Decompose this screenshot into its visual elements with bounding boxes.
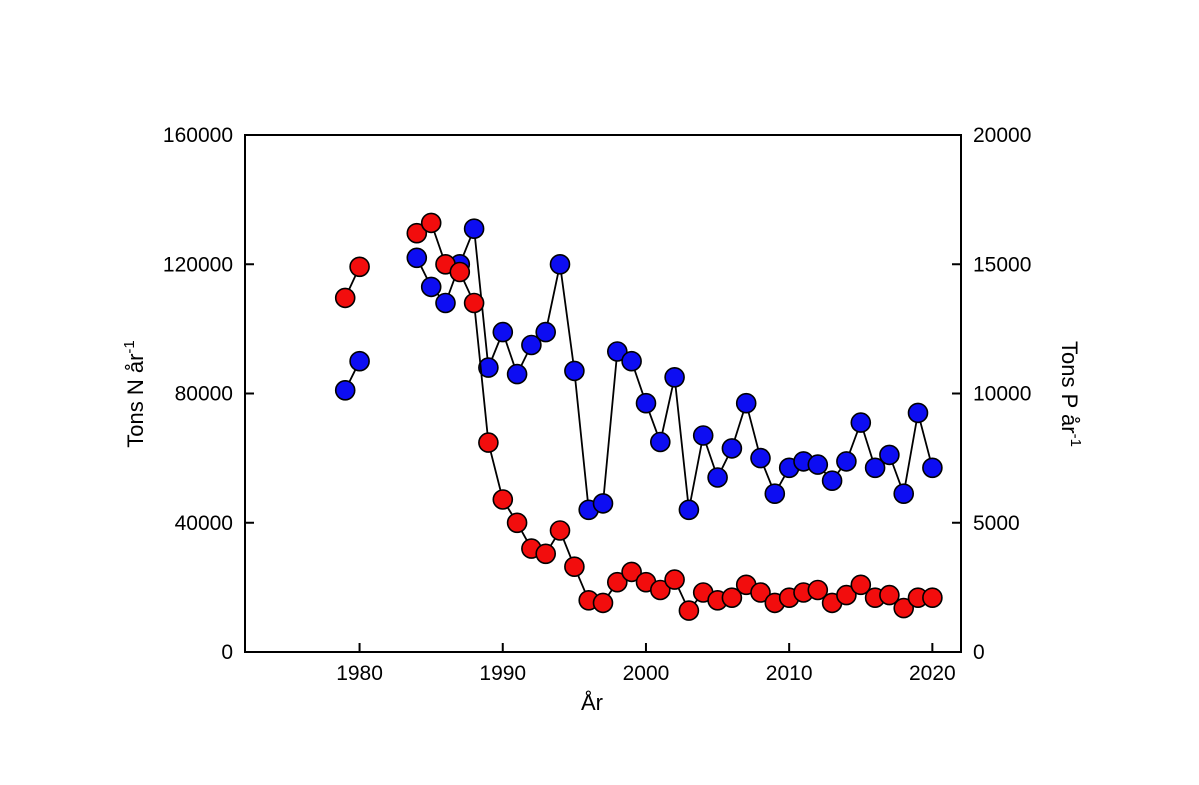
right-axis-tick-label: 20000	[973, 124, 1031, 147]
phosphorus-marker	[564, 556, 585, 578]
phosphorus-marker	[750, 582, 771, 603]
left-axis-tick-label: 160000	[163, 124, 233, 147]
phosphorus-marker	[649, 579, 671, 601]
left-axis-tick-label: 40000	[175, 512, 233, 535]
phosphorus-marker	[406, 222, 428, 244]
nitrogen-marker	[521, 334, 542, 356]
phosphorus-marker	[592, 592, 614, 614]
nitrogen-marker	[821, 470, 843, 492]
nitrogen-marker	[922, 457, 943, 479]
phosphorus-marker	[349, 256, 370, 278]
nitrogen-marker	[836, 451, 857, 472]
left-axis-tick-label: 120000	[163, 253, 233, 276]
nitrogen-marker	[735, 392, 757, 414]
nitrogen-marker	[564, 360, 585, 382]
left-axis-tick-label: 0	[221, 641, 233, 664]
phosphorus-marker	[721, 587, 743, 609]
nitrogen-marker	[463, 218, 485, 239]
x-axis-tick-label: 2010	[766, 662, 813, 685]
nitrogen-marker	[764, 483, 786, 505]
left-axis-title: Tons N år-1	[121, 340, 148, 448]
left-axis-tick-label: 80000	[175, 383, 233, 406]
right-axis-title: Tons P år-1	[1057, 341, 1084, 447]
nitrogen-marker	[406, 247, 428, 269]
phosphorus-marker	[478, 432, 499, 453]
phosphorus-marker	[506, 512, 528, 534]
phosphorus-marker	[836, 584, 857, 606]
nitrogen-marker	[621, 350, 642, 372]
nitrogen-marker	[649, 431, 671, 453]
phosphorus-marker	[549, 520, 571, 541]
phosphorus-marker	[420, 212, 442, 234]
nitrogen-marker	[420, 276, 442, 298]
phosphorus-marker	[807, 579, 829, 601]
phosphorus-marker	[893, 597, 915, 619]
nitrogen-marker	[850, 412, 872, 433]
phosphorus-marker	[922, 587, 943, 609]
x-axis-tick-label: 1980	[336, 662, 383, 685]
phosphorus-marker	[334, 287, 356, 309]
nitrogen-marker	[334, 379, 356, 401]
x-axis-tick-label: 1990	[479, 662, 526, 685]
phosphorus-marker	[449, 261, 471, 283]
nitrogen-marker	[893, 483, 915, 505]
x-axis-tick-label: 2020	[909, 662, 956, 685]
phosphorus-marker	[678, 600, 700, 621]
nitrogen-marker	[721, 438, 743, 459]
nitrogen-marker	[535, 321, 557, 343]
nitrogen-marker	[606, 341, 628, 362]
nitrogen-marker	[807, 454, 829, 475]
phosphorus-marker	[664, 569, 685, 590]
nitrogen-marker	[664, 366, 685, 388]
phosphorus-marker	[606, 571, 628, 593]
nitrogen-marker	[907, 402, 929, 424]
nitrogen-marker	[492, 321, 514, 343]
nitrogen-marker	[592, 493, 614, 514]
right-axis-tick-label: 15000	[973, 253, 1031, 276]
phosphorus-marker	[621, 561, 642, 583]
nitrogen-marker	[692, 425, 714, 446]
right-axis-tick-label: 5000	[973, 512, 1020, 535]
phosphorus-marker	[879, 584, 900, 606]
nitrogen-marker	[864, 457, 886, 479]
nitrogen-marker	[678, 499, 700, 521]
nitrogen-marker	[750, 447, 771, 469]
phosphorus-marker	[850, 574, 872, 596]
x-axis-title: År	[581, 690, 603, 715]
nitrogen-marker	[879, 444, 900, 466]
right-axis-tick-label: 0	[973, 641, 985, 664]
phosphorus-marker	[492, 489, 514, 510]
nitrogen-marker	[707, 467, 728, 488]
nitrogen-marker	[435, 292, 456, 314]
phosphorus-marker	[535, 543, 557, 565]
nitrogen-marker	[635, 392, 657, 414]
nitrogen-marker	[506, 363, 528, 385]
nitrogen-marker	[549, 253, 571, 275]
right-axis-tick-label: 10000	[973, 383, 1031, 406]
x-axis-tick-label: 2000	[623, 662, 670, 685]
nitrogen-marker	[349, 350, 370, 372]
nitrogen-marker	[478, 357, 499, 378]
phosphorus-marker	[463, 292, 485, 314]
